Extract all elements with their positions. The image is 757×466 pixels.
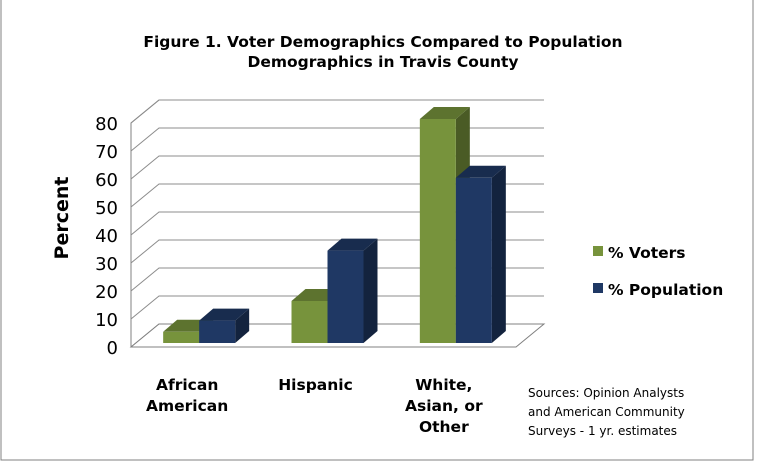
y-tick-label: 40 — [95, 226, 118, 247]
gridline — [130, 267, 544, 292]
chart-title-line-1: Figure 1. Voter Demographics Compared to… — [143, 33, 622, 51]
x-category-label: Other — [419, 418, 469, 436]
gridline — [130, 239, 544, 264]
x-category-label: Asian, or — [405, 397, 483, 415]
bar-front — [327, 250, 364, 343]
x-category-label: African — [156, 376, 218, 394]
x-category-label: White, — [415, 376, 472, 394]
y-tick-label: 50 — [95, 198, 118, 219]
y-tick-label: 10 — [95, 310, 118, 331]
bar-side — [491, 165, 506, 343]
y-tick-label: 80 — [95, 114, 118, 135]
y-tick-label: 20 — [95, 282, 118, 303]
gridline — [130, 183, 544, 208]
source-note: Sources: Opinion Analysts and American C… — [528, 386, 685, 438]
bar — [455, 165, 506, 343]
bar-top — [419, 107, 470, 119]
gridline — [130, 155, 544, 180]
chart-title-line-2: Demographics in Travis County — [248, 53, 519, 71]
legend-label-voters: % Voters — [608, 244, 686, 262]
bar — [199, 308, 250, 343]
bar-side — [235, 308, 250, 343]
source-note-line-2: and American Community — [528, 405, 685, 419]
gridline — [130, 127, 544, 152]
source-note-line-1: Sources: Opinion Analysts — [528, 386, 684, 400]
bar-front — [163, 331, 200, 343]
bars — [163, 107, 506, 343]
y-tick-label: 60 — [95, 170, 118, 191]
gridline — [130, 99, 544, 124]
bar-top — [455, 165, 506, 178]
legend-label-population: % Population — [608, 281, 723, 299]
x-category-label: American — [146, 397, 228, 415]
y-tick-label: 0 — [107, 338, 118, 359]
bar-top — [199, 308, 250, 321]
source-note-line-3: Surveys - 1 yr. estimates — [528, 424, 677, 438]
legend-swatch-population — [593, 283, 603, 293]
x-category-label: Hispanic — [278, 376, 353, 394]
bar — [327, 238, 378, 343]
bar-front — [419, 119, 456, 343]
bar-top — [327, 238, 378, 251]
gridline — [130, 295, 544, 320]
gridline — [130, 211, 544, 236]
y-axis-title: Percent — [51, 177, 73, 260]
y-tick-labels: 0 10 20 30 40 50 60 70 80 — [95, 114, 118, 359]
y-tick-label: 30 — [95, 254, 118, 275]
y-tick-label: 70 — [95, 142, 118, 163]
legend: % Voters % Population — [593, 244, 723, 299]
bar-front — [455, 177, 492, 343]
x-category-labels: African American Hispanic White, Asian, or Ot… — [146, 376, 483, 436]
legend-swatch-voters — [593, 246, 603, 256]
bar-front — [199, 320, 236, 343]
bar-front — [291, 301, 328, 343]
bar-side — [363, 238, 378, 343]
